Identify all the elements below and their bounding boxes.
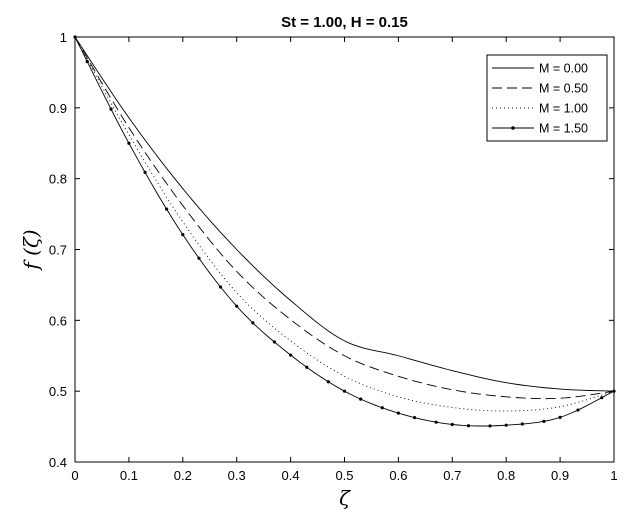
series-marker (85, 59, 89, 64)
series-marker (143, 170, 147, 174)
series-marker (359, 397, 363, 401)
legend-box (486, 54, 608, 142)
legend-label: M = 0.00 (539, 62, 588, 76)
y-tick-label: 0.6 (49, 313, 67, 328)
x-tick-label: 0 (71, 468, 78, 483)
y-tick-label: 0.4 (49, 455, 67, 470)
series-marker (165, 207, 169, 211)
y-tick-label: 0.8 (49, 172, 67, 187)
x-tick-label: 0.9 (551, 468, 569, 483)
y-tick-label: 0.5 (49, 384, 67, 399)
series-marker (251, 321, 255, 325)
x-tick-label: 0.2 (174, 468, 192, 483)
series-marker (197, 256, 201, 260)
series-marker (272, 340, 277, 344)
series-marker (600, 396, 604, 400)
series-layer (73, 35, 616, 428)
series-marker (412, 416, 417, 420)
series-line-2 (74, 36, 615, 412)
series-marker (289, 353, 293, 357)
series-marker (576, 408, 580, 412)
x-axis-label: ζ (339, 486, 351, 510)
x-tick-label: 0.8 (497, 468, 515, 483)
series-marker (181, 233, 185, 237)
series-marker (326, 380, 330, 384)
legend-label: M = 0.50 (539, 82, 588, 96)
x-tick-label: 0.1 (120, 468, 138, 483)
series-marker (504, 423, 508, 427)
series-marker (342, 389, 347, 393)
x-tick-label: 1 (610, 468, 617, 483)
chart-title: St = 1.00, H = 0.15 (281, 14, 408, 31)
series-marker (396, 411, 400, 415)
series-marker (109, 107, 113, 111)
series-marker (450, 422, 454, 427)
series-marker (542, 419, 546, 423)
x-tick-label: 0.4 (282, 468, 300, 483)
series-line-0 (74, 36, 615, 392)
y-axis-label: f (ζ) (19, 229, 43, 271)
x-tick-label: 0.3 (228, 468, 246, 483)
legend-label: M = 1.50 (539, 122, 588, 136)
series-marker (466, 424, 471, 428)
series-marker (434, 420, 438, 424)
x-tick-label: 0.5 (335, 468, 353, 483)
legend: M = 0.00 M = 0.50 M = 1.00 M = 1.50 (486, 54, 608, 142)
x-tick-label: 0.7 (443, 468, 461, 483)
series-marker (520, 422, 524, 426)
series-marker (305, 365, 309, 369)
x-tick-label: 0.6 (389, 468, 407, 483)
y-tick-label: 0.7 (49, 243, 67, 258)
legend-marker (511, 126, 515, 130)
series-marker (558, 415, 562, 419)
series-marker (380, 406, 384, 410)
ticks-layer: 0 0.1 0.2 0.3 0.4 0.5 0.6 0.7 0.8 0.9 1 0.4 0.5 0.6 0.… (49, 30, 618, 483)
series-line-1 (74, 36, 615, 400)
y-tick-label: 0.9 (49, 101, 67, 116)
series-marker (218, 285, 223, 289)
series-marker (127, 141, 131, 145)
series-marker (235, 304, 239, 308)
y-tick-label: 1 (60, 30, 67, 45)
legend-label: M = 1.00 (539, 102, 588, 116)
series-marker (488, 424, 492, 428)
